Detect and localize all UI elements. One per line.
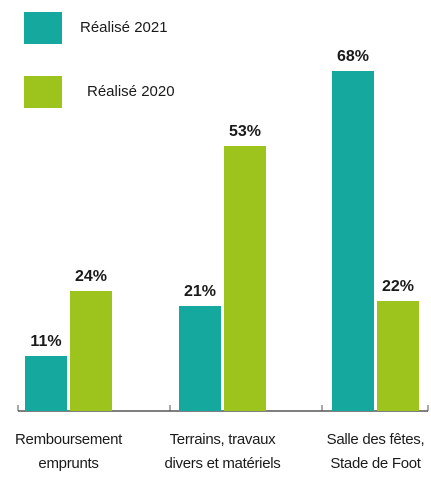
bar	[179, 306, 221, 411]
data-label: 22%	[382, 278, 414, 295]
data-label: 53%	[229, 123, 261, 140]
bar	[25, 356, 67, 411]
data-label: 24%	[75, 268, 107, 285]
legend-swatch	[24, 76, 62, 108]
data-label: 21%	[184, 283, 216, 300]
x-tick-label: Remboursement emprunts	[15, 431, 122, 472]
data-label: 68%	[337, 48, 369, 65]
data-label: 11%	[30, 333, 61, 350]
x-tick-label: Terrains, travaux divers et matériels	[164, 431, 281, 472]
bar	[224, 146, 266, 411]
bar	[70, 291, 112, 411]
bar	[377, 301, 419, 411]
legend-label: Réalisé 2021	[80, 19, 168, 36]
legend-label: Réalisé 2020	[87, 83, 175, 100]
x-tick-label: Salle des fêtes, Stade de Foot	[326, 431, 425, 472]
legend-swatch	[24, 12, 62, 44]
bar	[332, 71, 374, 411]
